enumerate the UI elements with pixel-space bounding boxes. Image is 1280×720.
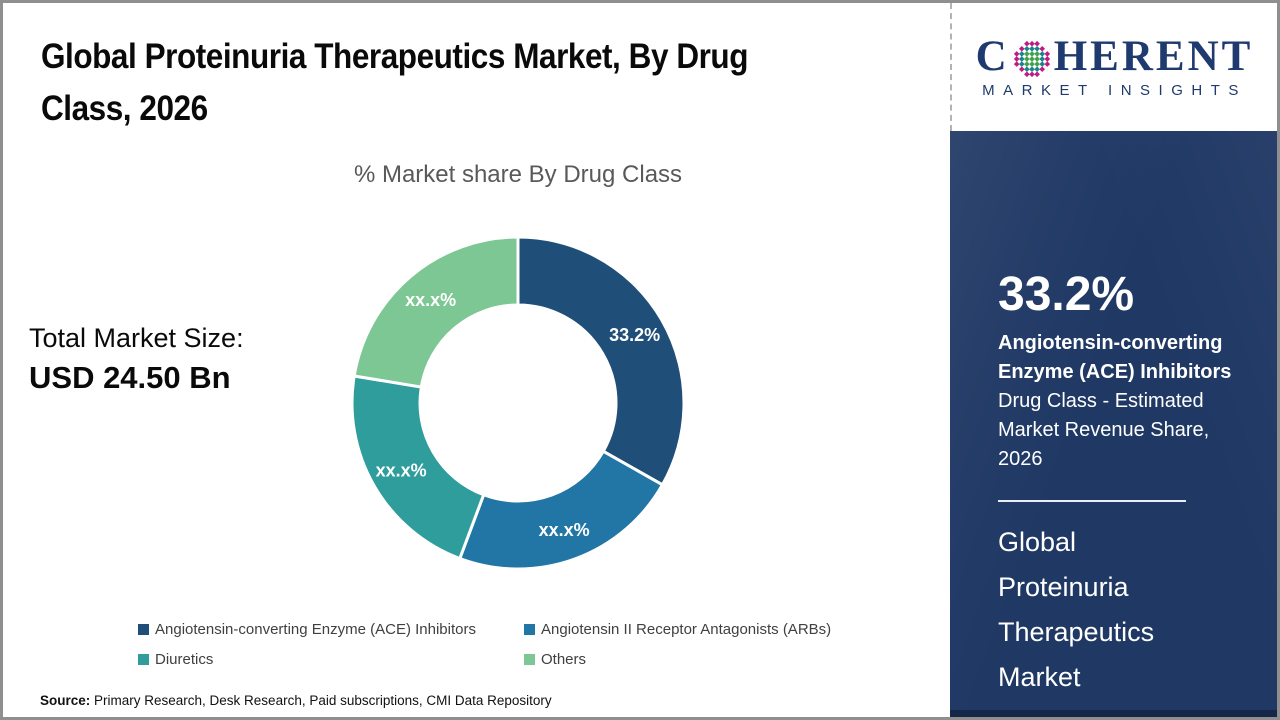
sidebar-stat-title: Angiotensin-converting Enzyme (ACE) Inhi… xyxy=(998,332,1232,383)
total-market-size-label: Total Market Size: xyxy=(29,323,244,353)
sidebar-divider xyxy=(998,500,1186,502)
globe-dot xyxy=(1028,70,1035,77)
legend-swatch-ace-inhibitors xyxy=(138,624,149,635)
brand-letters-rest: HERENT xyxy=(1053,33,1254,80)
globe-dot xyxy=(1023,70,1030,77)
total-market-size-value: USD 24.50 Bn xyxy=(29,360,231,395)
page-title: Global Proteinuria Therapeutics Market, … xyxy=(41,37,749,128)
chart-title: % Market share By Drug Class xyxy=(353,161,683,188)
globe-dot xyxy=(1018,60,1025,67)
globe-dot xyxy=(1013,50,1020,57)
legend-item-arbs: Angiotensin II Receptor Antagonists (ARB… xyxy=(524,621,928,638)
donut-chart-container: 33.2% xx.x% xx.x% xx.x% xyxy=(348,233,688,573)
donut-chart: 33.2% xx.x% xx.x% xx.x% xyxy=(350,235,686,571)
globe-dot xyxy=(1044,50,1050,57)
globe-dot xyxy=(1033,70,1040,77)
globe-dot xyxy=(1018,55,1025,62)
globe-dot xyxy=(1028,65,1035,72)
globe-dot xyxy=(1033,55,1040,62)
brand-wordmark: C HERENT xyxy=(976,35,1254,78)
highlight-sidebar: 33.2% Angiotensin-converting Enzyme (ACE… xyxy=(950,131,1277,717)
globe-dot xyxy=(1023,40,1030,47)
legend-swatch-arbs xyxy=(524,624,535,635)
donut-segment-label: xx.x% xyxy=(405,290,456,310)
sidebar-stat-value: 33.2% xyxy=(998,268,1135,321)
legend-item-others: Others xyxy=(524,651,928,668)
total-market-size: Total Market Size: USD 24.50 Bn xyxy=(29,323,244,396)
globe-dot xyxy=(1028,45,1035,52)
globe-dot xyxy=(1039,60,1045,67)
globe-dot xyxy=(1023,55,1030,62)
globe-dot xyxy=(1023,45,1030,52)
globe-dot xyxy=(1028,55,1035,62)
donut-segment xyxy=(458,449,664,571)
globe-dot xyxy=(1044,60,1050,67)
globe-dot xyxy=(1033,65,1040,72)
donut-segment-label: xx.x% xyxy=(539,520,590,540)
source-label: Source: xyxy=(40,693,91,708)
globe-dot xyxy=(1018,65,1025,72)
globe-dot xyxy=(1013,60,1020,67)
legend-label-ace-inhibitors: Angiotensin-converting Enzyme (ACE) Inhi… xyxy=(155,621,476,638)
globe-dot xyxy=(1018,50,1025,57)
donut-segment xyxy=(352,235,520,389)
chart-legend: Angiotensin-converting Enzyme (ACE) Inhi… xyxy=(138,621,928,668)
legend-label-arbs: Angiotensin II Receptor Antagonists (ARB… xyxy=(541,621,832,638)
globe-dot xyxy=(1028,50,1035,57)
globe-dot xyxy=(1039,65,1045,72)
globe-dot xyxy=(1023,50,1030,57)
brand-logo: C HERENT MARKET INSIGHTS xyxy=(950,3,1277,131)
globe-dot xyxy=(1033,40,1040,47)
globe-dot xyxy=(1039,50,1045,57)
donut-segment xyxy=(516,235,686,487)
legend-label-others: Others xyxy=(541,651,587,668)
legend-label-diuretics: Diuretics xyxy=(155,651,214,668)
globe-dot xyxy=(1013,55,1020,62)
sidebar-market-name: Global Proteinuria Therapeutics Market xyxy=(998,527,1155,692)
globe-dot xyxy=(1028,60,1035,67)
legend-swatch-others xyxy=(524,654,535,665)
globe-dot xyxy=(1023,60,1030,67)
source-note: Source: Primary Research, Desk Research,… xyxy=(40,693,552,708)
globe-dot xyxy=(1033,50,1040,57)
globe-dot xyxy=(1028,40,1035,47)
globe-dot xyxy=(1023,65,1030,72)
globe-dot xyxy=(1018,45,1025,52)
brand-tagline: MARKET INSIGHTS xyxy=(982,82,1247,99)
legend-swatch-diuretics xyxy=(138,654,149,665)
globe-dot xyxy=(1044,55,1050,62)
donut-segment xyxy=(350,374,486,560)
donut-segment-label: xx.x% xyxy=(376,461,427,481)
donut-segment-label: 33.2% xyxy=(609,325,660,345)
globe-dots-icon xyxy=(1013,40,1050,77)
globe-dot xyxy=(1039,45,1045,52)
globe-dot xyxy=(1033,45,1040,52)
source-text: Primary Research, Desk Research, Paid su… xyxy=(90,693,552,708)
globe-dot xyxy=(1039,55,1045,62)
brand-letter-c: C xyxy=(975,33,1010,80)
legend-item-diuretics: Diuretics xyxy=(138,651,524,668)
legend-item-ace-inhibitors: Angiotensin-converting Enzyme (ACE) Inhi… xyxy=(138,621,524,638)
globe-dot xyxy=(1033,60,1040,67)
sidebar-stat-description: Drug Class - Estimated Market Revenue Sh… xyxy=(998,390,1210,470)
